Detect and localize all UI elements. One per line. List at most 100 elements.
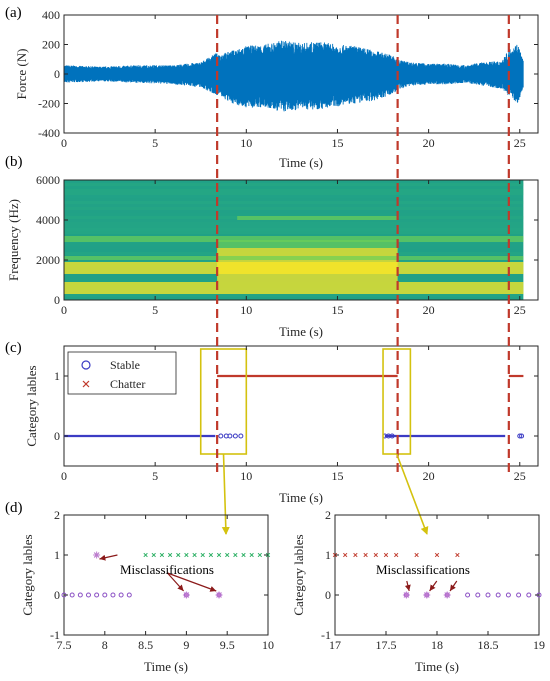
panel-d-left-xtick-label: 8.5 bbox=[138, 638, 153, 652]
spectrogram-texture bbox=[64, 231, 524, 234]
spectrogram-band bbox=[64, 256, 524, 260]
panel-d-right-ylabel: Category lables bbox=[291, 534, 306, 615]
panel-a-ytick-label: -400 bbox=[38, 126, 60, 140]
panel-d-right-chatter-stroke bbox=[394, 552, 399, 558]
panel-d-right-stable-point bbox=[526, 592, 532, 598]
panel-d-right-chatter-point bbox=[455, 552, 460, 558]
panel-d-left-chatter-point bbox=[208, 552, 214, 558]
panel-b-ytick-label: 4000 bbox=[36, 213, 60, 227]
panel-d-left-chatter-stroke bbox=[257, 552, 262, 558]
panel-d-right-chatter-stroke bbox=[373, 552, 378, 558]
panel-a-ytick-label: 200 bbox=[42, 38, 60, 52]
spectrogram-band bbox=[64, 236, 524, 242]
panel-d-left-chatter-stroke bbox=[176, 552, 181, 558]
panel-d-right-xtick-label: 17.5 bbox=[376, 638, 397, 652]
panel-d-left-misclass-arrow bbox=[167, 572, 217, 592]
panel-d-left-xtick-label: 7.5 bbox=[57, 638, 72, 652]
panel-c-stable-point bbox=[517, 433, 523, 439]
panel-a-xtick-label: 10 bbox=[240, 136, 252, 150]
spectrogram-texture bbox=[64, 207, 524, 210]
panel-b-ytick-label: 6000 bbox=[36, 173, 60, 187]
panel-c-ytick-label: 0 bbox=[54, 429, 60, 443]
panel-d-right-misclass-arrow bbox=[404, 580, 411, 592]
panel-d-right-chatter-stroke bbox=[455, 552, 460, 558]
panel-d-right-stable-point bbox=[465, 592, 471, 598]
spectrogram-texture bbox=[64, 192, 524, 195]
panel-d-right-chatter-stroke bbox=[363, 552, 368, 558]
panel-d-right-xlabel: Time (s) bbox=[415, 659, 459, 674]
spectrogram-texture bbox=[64, 204, 524, 207]
panel-c-frame bbox=[63, 345, 539, 467]
zoom-box-1 bbox=[199, 348, 248, 455]
panel-d-left-stable-point bbox=[126, 592, 132, 598]
panel-d-left-chatter-point bbox=[257, 552, 262, 558]
legend-chatter-marker bbox=[82, 380, 90, 388]
panel-a-xtick-label: 25 bbox=[514, 136, 526, 150]
panel-d-left-chatter-stroke bbox=[151, 552, 156, 558]
panel-c-ytick-label: 1 bbox=[54, 369, 60, 383]
panel-d-left-misclass-marker bbox=[182, 591, 190, 599]
panel-d-left-chatter-stroke bbox=[167, 552, 173, 558]
panel-d-left-chatter-stroke bbox=[241, 552, 246, 558]
panel-d-right-ytick-label: -1 bbox=[321, 628, 331, 642]
panel-c-xtick-label: 10 bbox=[240, 469, 252, 483]
panel-d-left-stable-point bbox=[69, 592, 75, 598]
panel-b-frame bbox=[63, 179, 539, 301]
panel-c-ylabel: Category lables bbox=[24, 365, 39, 446]
panel-a-ylabel: Force (N) bbox=[14, 49, 29, 100]
panel-b-xtick-label: 0 bbox=[61, 303, 67, 317]
panel-d-right-chatter-point bbox=[394, 552, 399, 558]
panel-d-left-chatter-point bbox=[216, 552, 222, 558]
panel-d-right-chatter-point bbox=[414, 552, 419, 558]
panel-d-left-chatter-point bbox=[151, 552, 156, 558]
panel-c-stable-point bbox=[227, 433, 233, 439]
panel-c-xtick-label: 0 bbox=[61, 469, 67, 483]
panel-d-right-chatter-stroke bbox=[414, 552, 419, 558]
panel-d-right-stable-point bbox=[485, 592, 491, 598]
panel-d-left-xtick-label: 8 bbox=[102, 638, 108, 652]
spectrogram-band bbox=[64, 282, 524, 294]
panel-d-right-chatter-stroke bbox=[434, 552, 440, 558]
panel-label-b: (b) bbox=[5, 154, 23, 170]
panel-d-left-chatter-stroke bbox=[225, 552, 230, 558]
panel-d-right-chatter-stroke bbox=[383, 552, 389, 558]
panel-d-left-misclass-marker bbox=[215, 591, 223, 599]
panel-d-left-misclass-arrow bbox=[99, 554, 118, 561]
panel-d-left-chatter-stroke bbox=[208, 552, 214, 558]
panel-d-right-annotation: Misclassifications bbox=[376, 562, 470, 577]
panel-d-left-chatter-point bbox=[249, 552, 254, 558]
panel-d-left-chatter-point bbox=[143, 552, 148, 558]
spectrogram-texture bbox=[64, 180, 524, 183]
panel-d-left-chatter-point bbox=[184, 552, 189, 558]
panel-d-right-zoom: 17 17.5 18 18.5 19 -1 0 1 2 Misclassifications T… bbox=[291, 508, 545, 674]
panel-d-left-ylabel: Category lables bbox=[20, 534, 35, 615]
zoom-arrow-right bbox=[395, 453, 429, 535]
panel-d-left-chatter-point bbox=[192, 552, 197, 558]
panel-b-spectrogram: 0 5 10 15 20 25 0 2000 4000 6000 Time (s) Frequen… bbox=[6, 173, 539, 339]
panel-d-right-stable-point bbox=[475, 592, 481, 598]
panel-d-left-chatter-point bbox=[200, 552, 205, 558]
spectrogram-texture bbox=[64, 297, 524, 300]
panel-d-left-zoom: 7.5 8 8.5 9 9.5 10 -1 0 1 2 Misclassifications Ti… bbox=[20, 508, 274, 674]
panel-a-xlabel: Time (s) bbox=[279, 155, 323, 170]
panel-label-a: (a) bbox=[5, 5, 22, 21]
spectrogram-texture bbox=[64, 219, 524, 222]
panel-d-left-misclass-stroke bbox=[183, 592, 190, 598]
panel-b-ylabel: Frequency (Hz) bbox=[6, 199, 21, 281]
panel-a-ytick-label: -200 bbox=[38, 97, 60, 111]
panel-d-left-ytick-label: 2 bbox=[54, 508, 60, 522]
panel-d-left-chatter-point bbox=[176, 552, 181, 558]
panel-d-right-misclass-arrow bbox=[449, 580, 458, 592]
panel-label-c: (c) bbox=[5, 340, 22, 356]
transition-lines bbox=[216, 15, 510, 476]
panel-d-right-ytick-label: 1 bbox=[325, 548, 331, 562]
panel-d-left-xtick-label: 9.5 bbox=[220, 638, 235, 652]
panel-d-left-chatter-stroke bbox=[159, 552, 165, 558]
spectrogram-texture bbox=[64, 234, 524, 237]
panel-d-left-stable-point bbox=[85, 592, 91, 598]
panel-d-left-stable-point bbox=[102, 592, 108, 598]
panel-d-left-xtick-label: 9 bbox=[183, 638, 189, 652]
panel-d-left-chatter-point bbox=[225, 552, 230, 558]
panel-d-right-stable-point bbox=[516, 592, 522, 598]
